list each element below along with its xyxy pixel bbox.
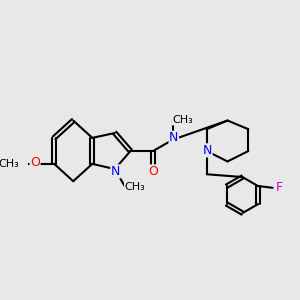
Text: O: O <box>30 156 40 169</box>
Text: N: N <box>111 165 120 178</box>
Text: N: N <box>203 144 212 157</box>
Text: CH₃: CH₃ <box>172 115 193 125</box>
Text: N: N <box>169 131 178 144</box>
Text: F: F <box>275 181 282 194</box>
Text: O: O <box>148 165 158 178</box>
Text: CH₃: CH₃ <box>0 159 20 169</box>
Text: CH₃: CH₃ <box>124 182 145 192</box>
